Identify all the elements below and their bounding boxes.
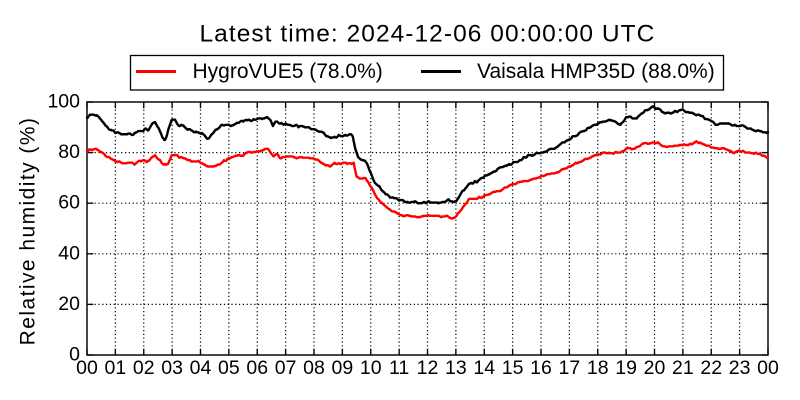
svg-text:03: 03: [161, 357, 183, 379]
svg-text:20: 20: [58, 293, 80, 315]
svg-text:40: 40: [58, 242, 80, 264]
svg-text:05: 05: [218, 357, 240, 379]
svg-text:06: 06: [246, 357, 268, 379]
svg-text:14: 14: [473, 357, 495, 379]
svg-text:Vaisala HMP35D (88.0%): Vaisala HMP35D (88.0%): [477, 60, 715, 83]
svg-text:23: 23: [729, 357, 751, 379]
svg-text:02: 02: [133, 357, 155, 379]
svg-text:HygroVUE5 (78.0%): HygroVUE5 (78.0%): [193, 60, 383, 83]
svg-text:18: 18: [587, 357, 609, 379]
svg-text:80: 80: [58, 141, 80, 163]
svg-text:15: 15: [502, 357, 524, 379]
svg-text:0: 0: [69, 344, 80, 366]
svg-text:01: 01: [105, 357, 127, 379]
svg-text:07: 07: [275, 357, 297, 379]
svg-text:10: 10: [360, 357, 382, 379]
svg-text:00: 00: [76, 357, 98, 379]
svg-text:60: 60: [58, 192, 80, 214]
svg-text:04: 04: [190, 357, 212, 379]
svg-text:19: 19: [615, 357, 637, 379]
svg-text:11: 11: [389, 357, 409, 379]
svg-text:Relative humidity (%): Relative humidity (%): [17, 117, 40, 346]
svg-text:21: 21: [672, 357, 694, 379]
svg-text:20: 20: [644, 357, 666, 379]
svg-text:Latest time: 2024-12-06 00:00:: Latest time: 2024-12-06 00:00:00 UTC: [200, 21, 656, 48]
svg-text:17: 17: [559, 357, 581, 379]
svg-text:22: 22: [700, 357, 722, 379]
svg-text:09: 09: [332, 357, 354, 379]
svg-text:100: 100: [47, 91, 80, 113]
svg-text:00: 00: [757, 357, 779, 379]
svg-text:16: 16: [530, 357, 552, 379]
svg-text:12: 12: [417, 357, 439, 379]
svg-text:08: 08: [303, 357, 325, 379]
svg-text:13: 13: [445, 357, 467, 379]
